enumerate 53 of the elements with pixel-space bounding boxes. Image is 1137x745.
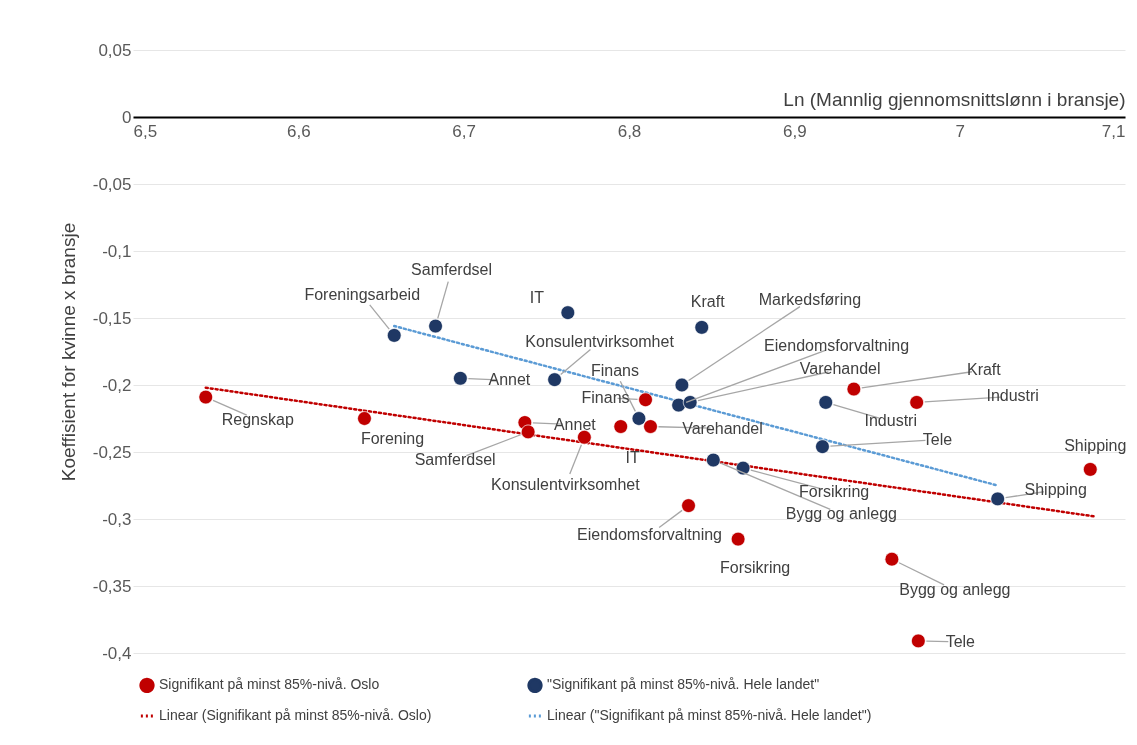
legend-label: Linear (Signifikant på minst 85%-nivå. Oslo): [159, 707, 432, 723]
annotation: Kraft: [966, 361, 1002, 379]
y-tick-label: -0,15: [92, 308, 132, 328]
x-tick-label: 6,7: [452, 121, 476, 141]
annotation: IT: [625, 448, 641, 466]
annotation: Tele: [945, 632, 976, 650]
annotation: Finans: [590, 361, 639, 379]
y-tick-label: -0,05: [92, 174, 132, 194]
annotation: Annet: [553, 415, 597, 433]
x-tick-label: 6,6: [287, 121, 311, 141]
annotation: Industri: [864, 412, 917, 430]
annotation: Finans: [581, 388, 630, 406]
y-axis-title: Koeffisient for kvinne x bransje: [57, 222, 79, 482]
x-tick-label: 7: [955, 121, 965, 141]
y-tick-label: -0,35: [92, 576, 132, 596]
annotation: Kraft: [690, 293, 726, 311]
annotation: Forsikring: [720, 559, 791, 577]
annotation: Konsulentvirksomhet: [491, 476, 641, 494]
x-tick-label: 6,8: [617, 121, 642, 141]
y-tick-label: -0,3: [102, 509, 132, 529]
annotation: Shipping: [1064, 437, 1127, 455]
annotation: Shipping: [1024, 480, 1087, 498]
y-tick-label: -0,2: [102, 375, 132, 395]
x-tick-label: 7,1: [1101, 121, 1126, 141]
annotation: Markedsføring: [758, 291, 862, 308]
annotation: Annet: [488, 371, 531, 389]
annotation: Eiendomsforvaltning: [764, 337, 910, 355]
y-tick-label: 0: [122, 107, 132, 127]
legend-label: Signifikant på minst 85%-nivå. Oslo: [159, 676, 380, 693]
annotation: Forening: [360, 429, 425, 447]
annotation: Samferdsel: [411, 261, 493, 279]
x-tick-label: 6,9: [783, 121, 807, 141]
annotation: Forsikring: [798, 483, 870, 501]
annotation: Konsulentvirksomhet: [525, 332, 675, 350]
annotation: IT: [529, 288, 545, 306]
annotation: Eiendomsforvaltning: [577, 525, 722, 543]
annotation: Bygg og anlegg: [785, 505, 897, 523]
legend-label: "Signifikant på minst 85%-nivå. Hele landet": [547, 676, 820, 693]
x-tick-label: 6,5: [133, 121, 158, 141]
legend-label: Linear ("Signifikant på minst 85%-nivå. Hele landet"): [547, 707, 872, 723]
annotation: Industri: [986, 387, 1039, 405]
annotation: Varehandel: [682, 419, 763, 437]
y-tick-label: 0,05: [98, 40, 132, 60]
annotation: Varehandel: [799, 360, 881, 378]
annotation: Regnskap: [221, 411, 294, 429]
annotation: Bygg og anlegg: [899, 581, 1011, 599]
y-tick-label: -0,1: [102, 241, 132, 261]
annotation: Samferdsel: [414, 450, 496, 468]
annotation: Foreningsarbeid: [304, 286, 421, 304]
x-axis-title: Ln (Mannlig gjennomsnittslønn i bransje): [783, 88, 1126, 110]
y-tick-label: -0,4: [102, 643, 132, 663]
annotation: Tele: [922, 430, 953, 448]
y-tick-label: -0,25: [92, 442, 132, 462]
